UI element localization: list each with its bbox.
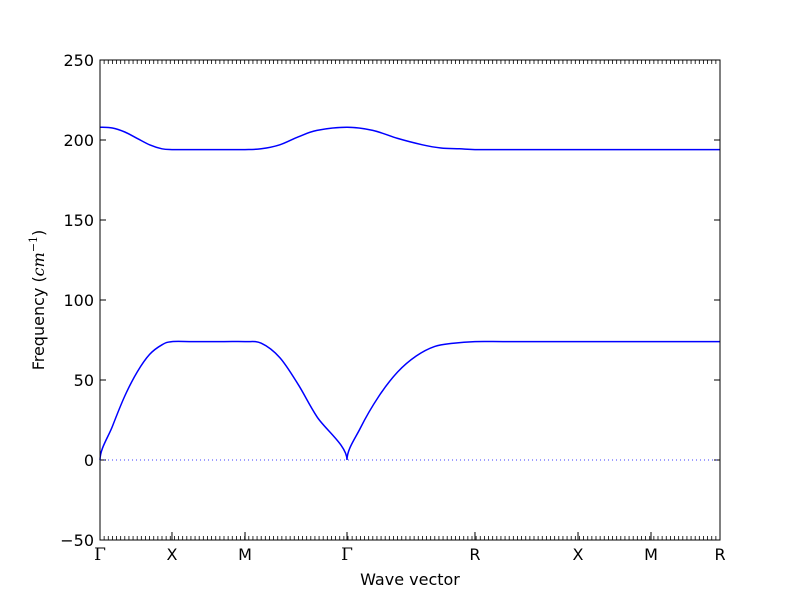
y-axis-label-unit: cm bbox=[29, 252, 48, 276]
x-tick-label: R bbox=[714, 545, 725, 564]
y-tick-label: −50 bbox=[60, 531, 94, 550]
band-line-optical bbox=[99, 126, 720, 151]
x-tick-label: Γ bbox=[341, 545, 353, 565]
y-tick-label: 200 bbox=[63, 131, 94, 150]
y-tick-label: 50 bbox=[74, 371, 94, 390]
x-tick-label: Γ bbox=[94, 545, 106, 565]
tick-marks bbox=[99, 59, 721, 541]
plot-frame bbox=[99, 59, 721, 541]
y-tick-label: 100 bbox=[63, 291, 94, 310]
y-axis-label-exponent: −1 bbox=[27, 236, 40, 252]
band-line-acoustic bbox=[99, 340, 720, 461]
y-axis-label-close: ) bbox=[29, 230, 48, 236]
y-tick-label: 250 bbox=[63, 51, 94, 70]
y-axis-label-text: Frequency ( bbox=[29, 276, 48, 370]
x-tick-label: X bbox=[573, 545, 584, 564]
x-tick-label: M bbox=[238, 545, 252, 564]
y-tick-labels: −50 0 50 100 150 200 250 bbox=[60, 51, 94, 550]
y-tick-label: 0 bbox=[84, 451, 94, 470]
y-tick-label: 150 bbox=[63, 211, 94, 230]
x-tick-label: X bbox=[166, 545, 177, 564]
x-tick-label: M bbox=[644, 545, 658, 564]
x-axis-label: Wave vector bbox=[360, 570, 460, 589]
band-series bbox=[99, 126, 720, 461]
x-tick-label: R bbox=[469, 545, 480, 564]
y-axis-label: Frequency (cm−1) bbox=[27, 230, 48, 371]
